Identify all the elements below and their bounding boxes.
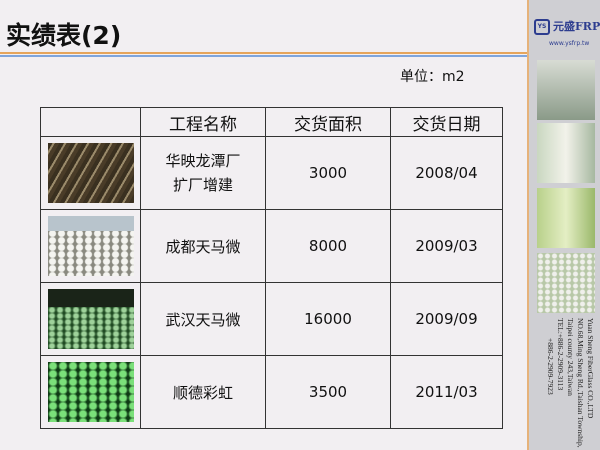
project-photo xyxy=(47,289,134,349)
company-info: Yuan Sheng FiberGlass CO.,LTD NO.68,Ming… xyxy=(545,318,595,448)
project-area: 16000 xyxy=(265,282,391,356)
header-date: 交货日期 xyxy=(390,107,503,137)
project-date: 2011/03 xyxy=(390,355,503,429)
divider xyxy=(0,55,527,57)
table-row: 武汉天马微 16000 2009/09 xyxy=(40,282,503,356)
table-row: 华映龙潭厂 扩厂增建 3000 2008/04 xyxy=(40,136,503,210)
brand-name: 元盛FRP xyxy=(553,20,600,33)
company-name: Yuan Sheng FiberGlass CO.,LTD xyxy=(586,318,595,419)
table-row: 成都天马微 8000 2009/03 xyxy=(40,209,503,283)
unit-label: 单位：m2 xyxy=(400,69,465,85)
project-date: 2009/03 xyxy=(390,209,503,283)
company-logo: YS 元盛FRP xyxy=(534,18,600,36)
project-name: 成都天马微 xyxy=(140,209,266,283)
logo-icon: YS xyxy=(534,19,550,35)
table-header: 工程名称 交货面积 交货日期 xyxy=(40,107,503,137)
factory-photo xyxy=(537,60,595,120)
table-row: 顺德彩虹 3500 2011/03 xyxy=(40,355,503,429)
project-photo xyxy=(47,143,134,203)
project-name: 顺德彩虹 xyxy=(140,355,266,429)
divider xyxy=(0,52,527,54)
sidebar: YS 元盛FRP www.ysfrp.tw Yuan Sheng FiberGl… xyxy=(527,0,600,450)
project-area: 3000 xyxy=(265,136,391,210)
project-table: 工程名称 交货面积 交货日期 华映龙潭厂 扩厂增建 3000 2008/04 成… xyxy=(40,107,503,429)
project-area: 3500 xyxy=(265,355,391,429)
project-photo xyxy=(47,362,134,422)
project-name: 华映龙潭厂 扩厂增建 xyxy=(140,136,266,210)
company-address: Taipei county 243,Taiwan xyxy=(566,318,575,396)
project-date: 2009/09 xyxy=(390,282,503,356)
project-name: 武汉天马微 xyxy=(140,282,266,356)
header-area: 交货面积 xyxy=(265,107,391,137)
website: www.ysfrp.tw xyxy=(549,40,590,47)
project-area: 8000 xyxy=(265,209,391,283)
factory-photo xyxy=(537,188,595,248)
company-address: NO.68,Ming Sheng Rd.,Taishan Township, xyxy=(576,318,585,448)
company-phone: +886-2-2909-7923 xyxy=(546,338,555,395)
project-photo xyxy=(47,216,134,276)
project-date: 2008/04 xyxy=(390,136,503,210)
factory-photo xyxy=(537,253,595,313)
factory-photo xyxy=(537,123,595,183)
header-name: 工程名称 xyxy=(140,107,266,137)
header-photo xyxy=(40,107,141,137)
page-title: 实绩表(2) xyxy=(6,21,122,50)
company-phone: TEL:+886-2-2909-3113 xyxy=(556,318,565,391)
